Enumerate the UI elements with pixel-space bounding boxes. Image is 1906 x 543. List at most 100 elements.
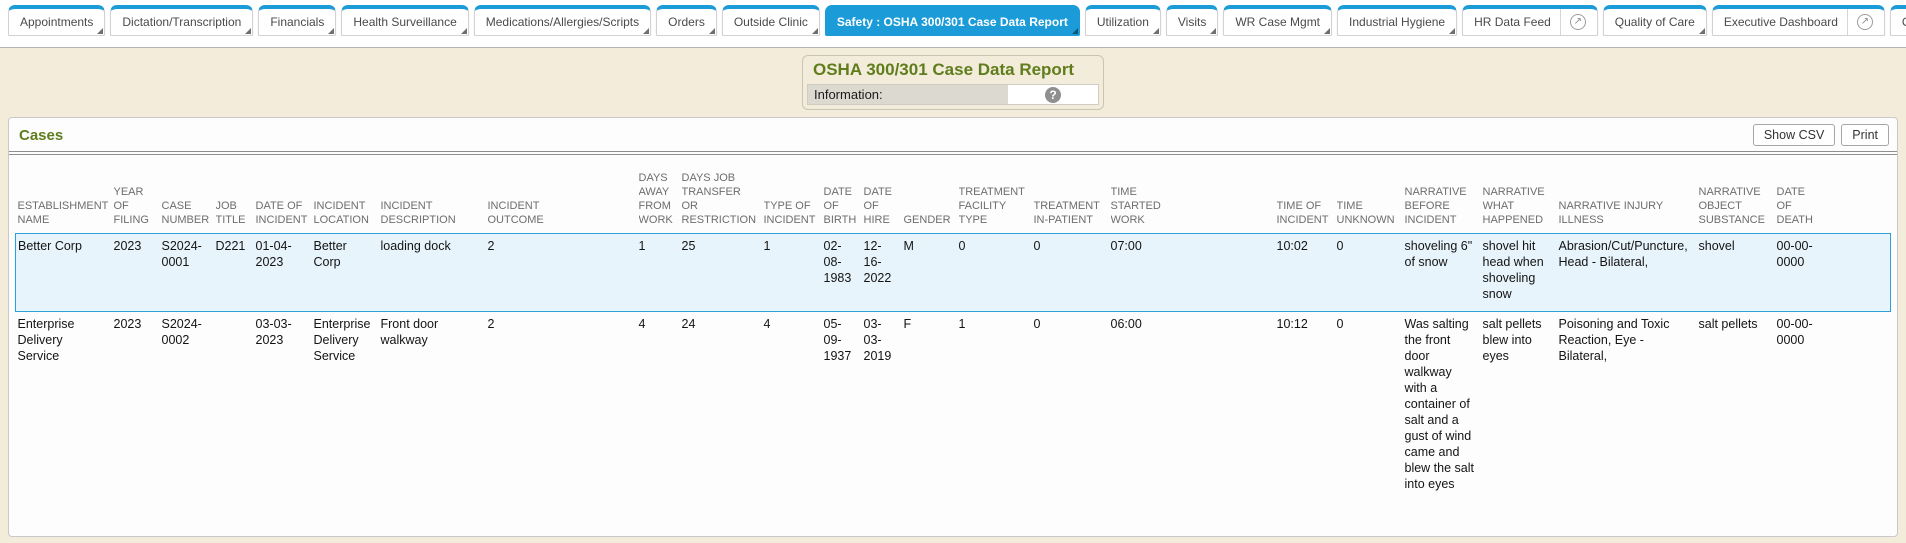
cell-case-number: S2024-0002 — [161, 316, 202, 347]
cell-time-unknown: 0 — [1336, 316, 1344, 331]
tab-health-surveillance[interactable]: Health Surveillance — [341, 5, 469, 36]
tab-label: WR Case Mgmt — [1235, 14, 1321, 29]
tab-hr-data-feed[interactable]: HR Data Feed ↗ — [1462, 5, 1598, 36]
information-bar: Information: ? — [807, 84, 1099, 105]
cases-table: ESTABLISHMENT NAME YEAR OF FILING CASE NUM… — [15, 155, 1891, 525]
column-header-narrative-before-incident: NARRATIVE BEFORE INCIDENT — [1404, 185, 1467, 226]
tab-c[interactable]: C — [1889, 5, 1906, 36]
dropdown-corner-icon — [460, 28, 467, 34]
column-header-date-of-death: DATE OF DEATH — [1776, 185, 1813, 226]
tab-label: C — [1902, 10, 1906, 35]
print-button[interactable]: Print — [1841, 124, 1889, 146]
dropdown-corner-icon — [643, 28, 650, 34]
tab-strip: Appointments Dictation/Transcription Finan… — [8, 5, 1906, 36]
tab-visits[interactable]: Visits — [1165, 5, 1219, 36]
cell-spacer — [1821, 232, 1891, 312]
cell-year-of-filing: 2023 — [113, 316, 142, 331]
cell-time-unknown: 0 — [1336, 232, 1405, 312]
cell-treatment-facility-type: 1 — [958, 316, 966, 331]
help-icon[interactable]: ? — [1045, 86, 1061, 103]
column-header-case-number: CASE NUMBER — [161, 199, 210, 226]
column-header-incident-location: INCIDENT LOCATION — [313, 199, 369, 226]
show-csv-button[interactable]: Show CSV — [1752, 124, 1836, 146]
cell-date-of-hire: 03-03-2019 — [863, 316, 892, 363]
tab-bar: Appointments Dictation/Transcription Finan… — [0, 0, 1906, 48]
tab-label: Quality of Care — [1614, 14, 1695, 29]
tab-label: Health Surveillance — [353, 14, 457, 29]
tab-label: Executive Dashboard — [1723, 14, 1838, 29]
tab-label: Utilization — [1096, 14, 1149, 29]
cell-type-of-incident: 4 — [763, 316, 771, 331]
cell-incident-location: Enterprise Delivery Service — [313, 316, 371, 363]
column-header-date-of-hire: DATE OF HIRE — [863, 185, 893, 226]
tab-financials[interactable]: Financials — [258, 5, 337, 36]
tab-label: Industrial Hygiene — [1349, 14, 1446, 29]
tab-label: Medications/Allergies/Scripts — [485, 14, 640, 29]
external-link-icon[interactable]: ↗ — [1569, 14, 1586, 30]
tab-industrial-hygiene[interactable]: Industrial Hygiene — [1337, 5, 1458, 36]
column-header-type-of-incident: TYPE OF INCIDENT — [763, 199, 816, 226]
column-header-year-of-filing: YEAR OF FILING — [113, 185, 149, 226]
table-row[interactable]: Enterprise Delivery Service 2023 S2024-000… — [16, 311, 1891, 525]
tab-label: Appointments — [20, 14, 94, 29]
tab-separator — [1559, 9, 1561, 35]
cell-treatment-in-patient: 0 — [1033, 316, 1041, 331]
cell-date-of-incident: 01-04-2023 — [255, 232, 314, 312]
cell-time-of-incident: 10:12 — [1276, 316, 1308, 331]
column-header-narrative-injury-illness: NARRATIVE INJURY ILLNESS — [1558, 199, 1664, 226]
cases-panel: Cases Show CSV Print ESTABLISHMENT NAME Y… — [8, 117, 1898, 537]
cell-narrative-what-happened: salt pellets blew into eyes — [1482, 316, 1542, 363]
cell-narrative-injury-illness: Poisoning and Toxic Reaction, Eye - Bila… — [1558, 316, 1670, 363]
tab-safety-osha-300-301-case-data-report[interactable]: Safety : OSHA 300/301 Case Data Report — [824, 5, 1080, 36]
cell-job-title — [216, 311, 256, 525]
dropdown-corner-icon — [1210, 28, 1217, 34]
section-divider — [9, 151, 1897, 155]
column-header-date-of-birth: DATE OF BIRTH — [823, 185, 857, 226]
dropdown-corner-icon — [97, 28, 104, 34]
tab-label: Dictation/Transcription — [122, 14, 242, 29]
cell-narrative-before-incident: shoveling 6" of snow — [1404, 232, 1483, 312]
cell-spacer — [564, 311, 639, 525]
tab-medications-allergies-scripts[interactable]: Medications/Allergies/Scripts — [473, 5, 652, 36]
tab-separator — [1846, 9, 1848, 35]
column-header-spacer — [1181, 155, 1277, 233]
tab-executive-dashboard[interactable]: Executive Dashboard ↗ — [1711, 5, 1885, 36]
column-header-gender: GENDER — [903, 213, 951, 226]
cell-narrative-what-happened: shovel hit head when shoveling snow — [1482, 232, 1559, 312]
report-header-panel: OSHA 300/301 Case Data Report Informatio… — [802, 55, 1104, 110]
tab-utilization[interactable]: Utilization — [1084, 5, 1161, 36]
tab-label: Visits — [1177, 14, 1207, 29]
dropdown-corner-icon — [1071, 28, 1078, 34]
tab-outside-clinic[interactable]: Outside Clinic — [721, 5, 820, 36]
information-field: ? — [1008, 85, 1098, 104]
cell-date-of-birth: 02-08-1983 — [823, 232, 864, 312]
column-header-incident-outcome: INCIDENT OUTCOME — [487, 199, 544, 226]
tab-wr-case-mgmt[interactable]: WR Case Mgmt — [1223, 5, 1333, 36]
page-title: OSHA 300/301 Case Data Report — [813, 60, 1075, 79]
tab-quality-of-care[interactable]: Quality of Care — [1602, 5, 1707, 36]
dropdown-corner-icon — [1324, 28, 1331, 34]
external-link-icon[interactable]: ↗ — [1856, 14, 1873, 30]
column-header-time-unknown: TIME UNKNOWN — [1336, 199, 1395, 226]
cell-days-away-from-work: 4 — [638, 316, 646, 331]
cell-time-of-incident: 10:02 — [1276, 232, 1337, 312]
tab-orders[interactable]: Orders — [656, 5, 717, 36]
tab-appointments[interactable]: Appointments — [8, 5, 106, 36]
report-header: OSHA 300/301 Case Data Report Informatio… — [0, 48, 1906, 110]
cell-gender: F — [903, 316, 912, 331]
cell-incident-outcome: 2 — [487, 232, 564, 312]
dropdown-corner-icon — [245, 28, 252, 34]
cell-narrative-object-substance: salt pellets — [1698, 316, 1758, 331]
cell-days-job-transfer-or-restriction: 24 — [681, 316, 696, 331]
column-header-days-job-transfer-or-restriction: DAYS JOB TRANSFER OR RESTRICTION — [681, 171, 757, 226]
tab-dictation-transcription[interactable]: Dictation/Transcription — [110, 5, 254, 36]
dropdown-corner-icon — [1152, 28, 1159, 34]
column-header-date-of-incident: DATE OF INCIDENT — [255, 199, 308, 226]
column-header-treatment-facility-type: TREATMENT FACILITY TYPE — [958, 185, 1025, 226]
cell-incident-description: Front door walkway — [380, 316, 439, 347]
cases-panel-header: Cases Show CSV Print — [9, 118, 1897, 151]
column-header-time-started-work: TIME STARTED WORK — [1110, 185, 1161, 226]
table-row[interactable]: Better Corp 2023 S2024-0001 D221 01-04-2023 B… — [15, 232, 1891, 312]
cell-establishment-name: Better Corp — [15, 232, 114, 312]
dropdown-corner-icon — [1698, 28, 1705, 34]
